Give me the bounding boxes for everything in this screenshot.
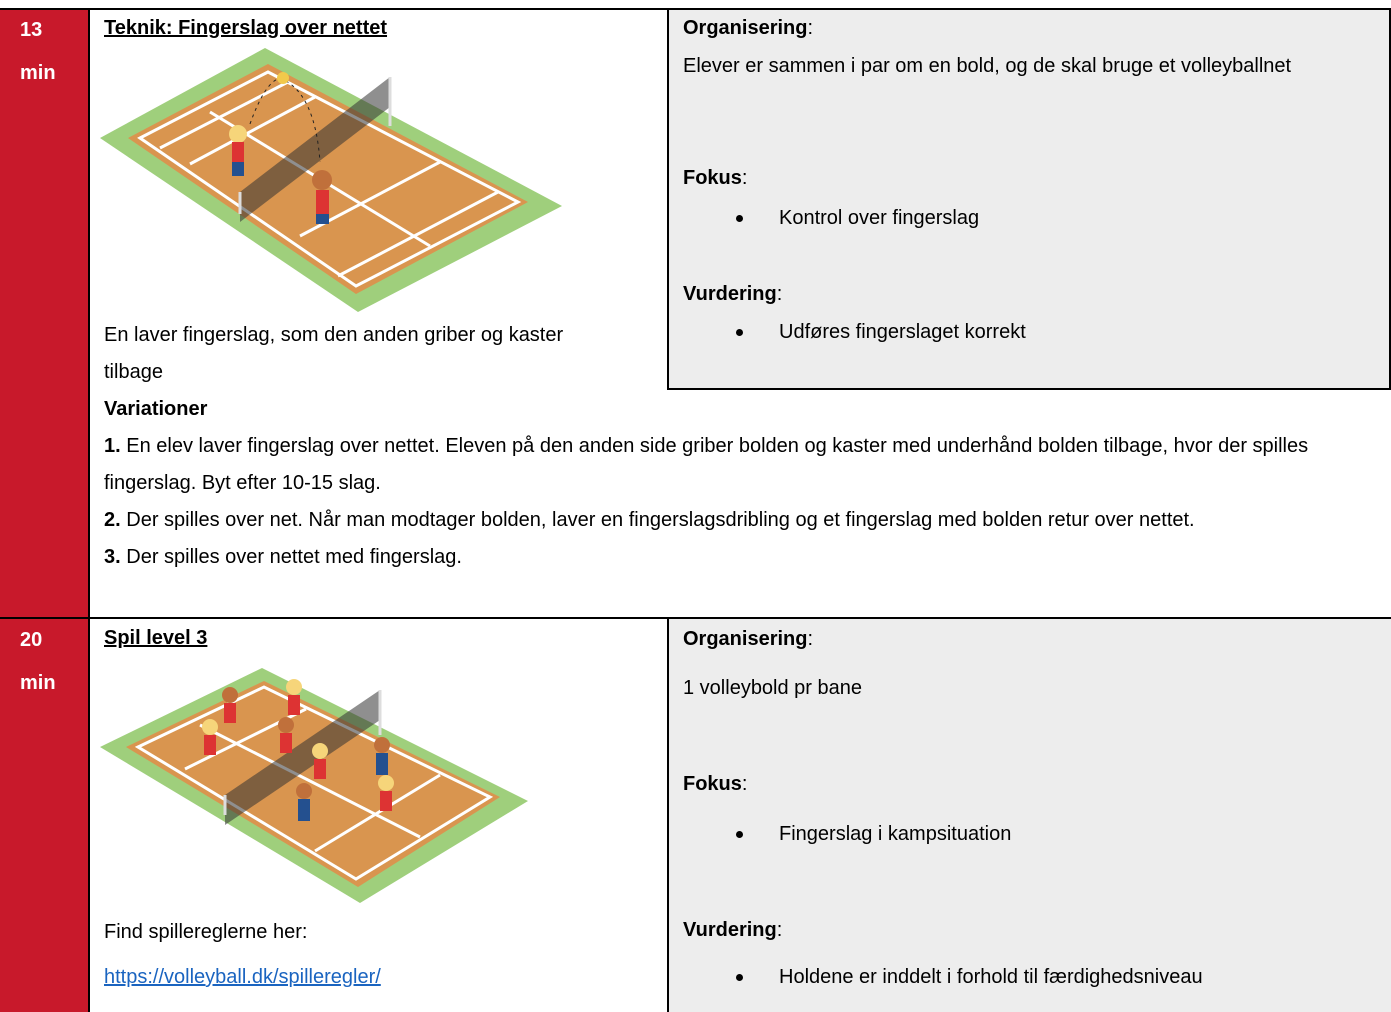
- number: 2.: [104, 509, 121, 531]
- border: [0, 617, 1391, 619]
- number: 1.: [104, 435, 121, 457]
- colon: :: [776, 919, 783, 941]
- label: Vurdering: [683, 283, 777, 305]
- variation: 3. Der spilles over nettet med fingersla…: [104, 539, 1379, 576]
- colon: :: [807, 628, 814, 650]
- label: Organisering: [683, 17, 808, 39]
- heading: Vurdering:: [683, 276, 782, 313]
- bullet-item: Kontrol over fingerslag: [735, 200, 979, 237]
- label: Fokus: [683, 167, 742, 189]
- heading: Fokus:: [683, 766, 747, 803]
- time-column: [0, 8, 88, 1012]
- colon: :: [741, 773, 748, 795]
- rules-link[interactable]: https://volleyball.dk/spilleregler/: [104, 966, 381, 988]
- text: En elev laver fingerslag over nettet. El…: [104, 435, 1309, 494]
- exercise-title: Teknik: Fingerslag over nettet: [104, 17, 388, 39]
- description: En laver fingerslag, som den anden gribe…: [104, 324, 564, 383]
- border: [88, 8, 90, 1012]
- text: Elever er sammen i par om en bold, og de…: [683, 55, 1292, 77]
- time-unit: min: [20, 62, 56, 84]
- border: [667, 388, 1391, 390]
- border: [667, 617, 669, 1012]
- variation: 2. Der spilles over net. Når man modtage…: [104, 502, 1379, 539]
- border: [1389, 8, 1391, 389]
- text: Der spilles over net. Når man modtager b…: [126, 509, 1195, 531]
- info-cell: [667, 8, 1391, 389]
- bullet-item: Holdene er inddelt i forhold til færdigh…: [736, 959, 1203, 996]
- heading: Organisering:: [683, 621, 813, 658]
- variations-list: 1. En elev laver fingerslag over nettet.…: [104, 428, 1379, 576]
- label: Organisering: [683, 628, 808, 650]
- bullet-item: Udføres fingerslaget korrekt: [736, 314, 1026, 351]
- heading: Vurdering:: [683, 912, 782, 949]
- exercise-title: Spil level 3: [104, 627, 208, 649]
- variations-heading: Variationer: [104, 398, 208, 420]
- bullet-item: Fingerslag i kampsituation: [735, 816, 1011, 853]
- info-cell: [667, 618, 1391, 1012]
- border: [0, 8, 1391, 10]
- time-unit: min: [20, 672, 56, 694]
- label: Fokus: [683, 773, 742, 795]
- border: [667, 8, 669, 389]
- colon: :: [741, 167, 748, 189]
- time: 20: [20, 629, 43, 651]
- time: 13: [20, 19, 43, 41]
- heading: Organisering:: [683, 10, 813, 47]
- illustration: [100, 48, 562, 312]
- heading: Fokus:: [683, 160, 747, 197]
- illustration: [100, 668, 528, 903]
- number: 3.: [104, 546, 121, 568]
- variation: 1. En elev laver fingerslag over nettet.…: [104, 428, 1379, 502]
- colon: :: [776, 283, 783, 305]
- colon: :: [807, 17, 814, 39]
- label: Vurdering: [683, 919, 777, 941]
- description: Find spillereglerne her:: [104, 921, 308, 943]
- text: Der spilles over nettet med fingerslag.: [126, 546, 462, 568]
- text: 1 volleybold pr bane: [683, 677, 863, 699]
